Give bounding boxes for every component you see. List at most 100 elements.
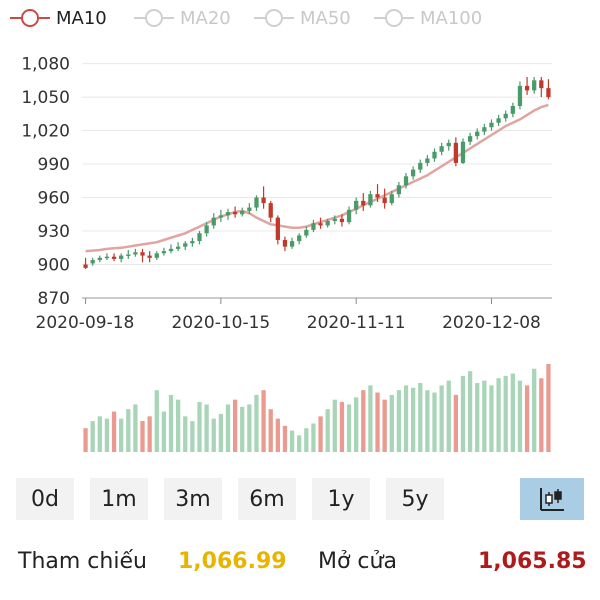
volume-bar <box>389 394 394 452</box>
chart-tools-button[interactable] <box>520 478 584 520</box>
volume-bar <box>254 394 259 452</box>
tab-1y[interactable]: 1y <box>312 478 370 520</box>
volume-bar <box>225 404 231 452</box>
candle-body <box>104 256 110 259</box>
volume-bar <box>354 397 359 452</box>
legend-item-ma100[interactable]: MA100 <box>372 6 482 30</box>
candle-body <box>432 151 437 159</box>
candle-body <box>510 106 515 114</box>
volume-bar <box>496 378 501 452</box>
candle-body <box>389 194 394 204</box>
volume-bar <box>325 409 330 452</box>
volume-bar <box>332 399 337 452</box>
volume-bar <box>475 383 480 452</box>
candle-body <box>154 253 159 258</box>
volume-bar <box>460 375 466 452</box>
candle-body <box>403 176 409 186</box>
candle-body <box>247 207 252 211</box>
volume-bar <box>339 402 345 452</box>
candle-body <box>439 146 444 152</box>
candle-body <box>147 255 152 258</box>
candle-body <box>254 197 259 208</box>
open-label: Mở cửa <box>318 549 397 574</box>
candle-body <box>368 194 373 206</box>
tab-1m[interactable]: 1m <box>90 478 148 520</box>
y-tick-label: 870 <box>38 289 70 309</box>
legend-ma50-label: MA50 <box>300 7 351 29</box>
tab-3m[interactable]: 3m <box>164 478 222 520</box>
candle-body <box>126 254 131 256</box>
volume-bar <box>261 390 266 452</box>
tab-0d[interactable]: 0d <box>16 478 74 520</box>
chart-legend: MA10 MA20 MA50 MA100 <box>0 0 600 36</box>
volume-bar <box>247 404 252 452</box>
candle-body <box>346 209 352 223</box>
legend-ma20-icon <box>132 6 176 30</box>
candle-body <box>411 169 416 177</box>
candle-body <box>133 252 138 255</box>
y-tick-label: 930 <box>38 222 70 242</box>
candle-body <box>140 252 145 256</box>
y-tick-label: 1,080 <box>21 55 70 75</box>
volume-bar <box>503 375 508 452</box>
volume-bar <box>382 399 387 452</box>
legend-item-ma50[interactable]: MA50 <box>252 6 351 30</box>
candle-body <box>361 200 366 206</box>
y-tick-label: 900 <box>38 256 70 276</box>
volume-bar <box>111 411 117 452</box>
legend-item-ma10[interactable]: MA10 <box>8 6 107 30</box>
volume-bar <box>311 423 316 452</box>
candle-body <box>240 210 245 215</box>
reference-value: 1,066.99 <box>178 549 287 574</box>
volume-bar <box>446 380 451 452</box>
volume-bar <box>375 392 380 452</box>
candle-body <box>190 241 195 244</box>
candle-body <box>325 220 330 226</box>
volume-bar <box>126 409 131 452</box>
candle-body <box>375 194 380 198</box>
legend-ma100-label: MA100 <box>420 7 483 29</box>
range-tabs: 0d 1m 3m 6m 1y 5y <box>0 478 600 522</box>
tab-5y[interactable]: 5y <box>386 478 444 520</box>
candle-body <box>446 142 451 147</box>
y-tick-label: 1,050 <box>21 88 70 108</box>
volume-bar <box>546 364 551 452</box>
volume-bar <box>232 399 238 452</box>
legend-ma100-icon <box>372 6 416 30</box>
volume-bar <box>467 371 473 452</box>
x-tick-label: 2020-12-08 <box>442 313 541 333</box>
candle-body <box>489 122 494 128</box>
candle-body <box>211 217 216 226</box>
candle-body <box>119 255 124 259</box>
candlestick-settings-icon <box>540 488 564 511</box>
volume-bar <box>425 390 430 452</box>
legend-ma20-label: MA20 <box>180 7 231 29</box>
candle-body <box>475 131 480 137</box>
candle-body <box>225 212 231 216</box>
candle-body <box>161 251 167 254</box>
candle-body <box>111 256 117 259</box>
volume-bar <box>403 385 409 452</box>
candle-body <box>396 185 402 195</box>
tab-6m[interactable]: 6m <box>238 478 296 520</box>
legend-item-ma20[interactable]: MA20 <box>132 6 231 30</box>
candle-body <box>311 223 316 230</box>
y-tick-label: 990 <box>38 155 70 175</box>
candle-body <box>261 197 266 204</box>
candle-body <box>460 141 466 163</box>
volume-bar <box>411 387 416 452</box>
volume-bar <box>168 394 174 452</box>
volume-bar <box>282 425 288 452</box>
candle-body <box>289 241 295 247</box>
volume-bar <box>97 416 102 452</box>
candle-body <box>232 212 238 215</box>
legend-ma50-icon <box>252 6 296 30</box>
volume-bar <box>190 421 195 452</box>
candle-body <box>425 158 430 163</box>
legend-ma10-label: MA10 <box>56 7 107 29</box>
volume-bar <box>489 385 494 452</box>
volume-bar <box>432 392 437 452</box>
volume-bar <box>482 380 487 452</box>
legend-ma10-icon <box>8 6 52 30</box>
candle-body <box>332 218 337 221</box>
